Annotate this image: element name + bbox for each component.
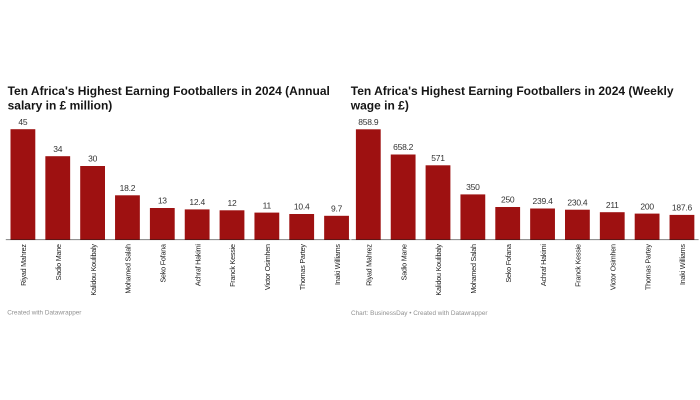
svg-text:Sadio Mane: Sadio Mane (54, 244, 63, 280)
svg-text:34: 34 (53, 144, 62, 154)
svg-text:wage in £): wage in £) (350, 98, 409, 112)
svg-text:10.4: 10.4 (294, 202, 310, 212)
svg-text:Seko Fofana: Seko Fofana (159, 244, 168, 283)
svg-text:Mohamed Salah: Mohamed Salah (124, 244, 133, 294)
svg-text:Victor Osimhen: Victor Osimhen (263, 244, 272, 290)
svg-text:Franck Kessie: Franck Kessie (228, 244, 237, 287)
svg-text:Franck Kessie: Franck Kessie (574, 244, 583, 287)
svg-text:12: 12 (228, 198, 237, 208)
svg-text:30: 30 (88, 154, 97, 164)
svg-text:11: 11 (263, 200, 272, 210)
svg-text:9.7: 9.7 (331, 204, 343, 214)
svg-text:Mohamed Salah: Mohamed Salah (469, 244, 478, 294)
svg-text:salary in £ million): salary in £ million) (8, 98, 113, 112)
svg-text:Ten Africa's Highest Earning F: Ten Africa's Highest Earning Footballers… (8, 84, 330, 98)
svg-text:571: 571 (431, 153, 445, 163)
svg-text:Sadio Mane: Sadio Mane (399, 244, 408, 280)
svg-text:211: 211 (606, 200, 619, 210)
svg-text:239.4: 239.4 (533, 196, 554, 206)
svg-text:Thomas Partey: Thomas Partey (643, 244, 652, 290)
svg-text:Riyad Mahrez: Riyad Mahrez (19, 244, 28, 286)
svg-text:12.4: 12.4 (189, 197, 205, 207)
svg-text:230.4: 230.4 (567, 197, 588, 207)
svg-text:250: 250 (501, 195, 515, 205)
svg-text:Victor Osimhen: Victor Osimhen (608, 244, 617, 290)
svg-text:Achraf Hakimi: Achraf Hakimi (539, 244, 548, 286)
svg-text:13: 13 (158, 196, 167, 206)
svg-text:200: 200 (640, 201, 654, 211)
svg-text:Kalidou Koulibaly: Kalidou Koulibaly (434, 244, 443, 296)
svg-text:350: 350 (466, 182, 480, 192)
svg-text:858.9: 858.9 (358, 117, 379, 127)
svg-text:45: 45 (18, 117, 27, 127)
svg-text:Inaki Williams: Inaki Williams (678, 244, 687, 285)
svg-text:Ten Africa's Highest Earning F: Ten Africa's Highest Earning Footballers… (351, 84, 674, 98)
svg-text:187.6: 187.6 (672, 203, 693, 213)
svg-text:658.2: 658.2 (393, 142, 414, 152)
svg-text:Created with Datawrapper: Created with Datawrapper (7, 309, 82, 316)
svg-text:18.2: 18.2 (120, 183, 136, 193)
svg-text:Achraf Hakimi: Achraf Hakimi (193, 244, 202, 286)
svg-text:Thomas Partey: Thomas Partey (298, 244, 307, 290)
svg-text:Chart: BusinessDay • Created w: Chart: BusinessDay • Created with Datawr… (351, 310, 488, 317)
svg-text:Kalidou Koulibaly: Kalidou Koulibaly (89, 244, 98, 296)
svg-text:Seko Fofana: Seko Fofana (504, 244, 513, 283)
svg-text:Inaki Williams: Inaki Williams (333, 244, 342, 285)
svg-text:Riyad Mahrez: Riyad Mahrez (365, 244, 374, 286)
